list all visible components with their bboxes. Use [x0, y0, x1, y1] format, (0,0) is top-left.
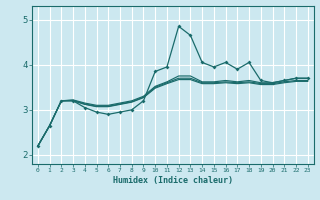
X-axis label: Humidex (Indice chaleur): Humidex (Indice chaleur)	[113, 176, 233, 185]
